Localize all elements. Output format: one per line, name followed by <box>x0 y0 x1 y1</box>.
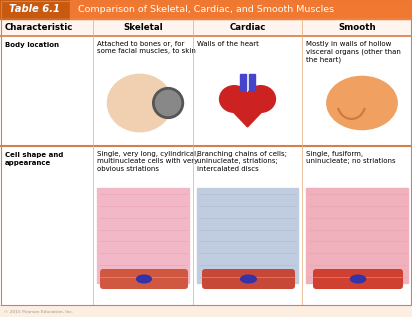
Bar <box>70 0 412 19</box>
Text: Cell shape and
appearance: Cell shape and appearance <box>5 152 63 165</box>
Bar <box>249 74 255 90</box>
Ellipse shape <box>220 86 249 112</box>
FancyBboxPatch shape <box>202 269 295 289</box>
Text: Mostly in walls of hollow
visceral organs (other than
the heart): Mostly in walls of hollow visceral organ… <box>306 41 401 63</box>
Polygon shape <box>221 99 274 127</box>
Bar <box>0 19 412 36</box>
Circle shape <box>153 87 183 119</box>
Text: Branching chains of cells;
uninucleate, striations;
intercalated discs: Branching chains of cells; uninucleate, … <box>197 151 287 172</box>
FancyBboxPatch shape <box>100 269 188 289</box>
Bar <box>97 188 189 283</box>
Bar <box>239 74 246 90</box>
Circle shape <box>155 90 181 116</box>
FancyBboxPatch shape <box>313 269 403 289</box>
Bar <box>0 0 70 19</box>
Ellipse shape <box>108 74 172 132</box>
Text: Smooth: Smooth <box>338 23 376 32</box>
Bar <box>197 188 298 283</box>
Text: Walls of the heart: Walls of the heart <box>197 41 259 47</box>
Text: Single, fusiform,
uninucleate; no striations: Single, fusiform, uninucleate; no striat… <box>306 151 396 165</box>
Text: Body location: Body location <box>5 42 59 48</box>
Bar <box>306 188 408 283</box>
Ellipse shape <box>137 275 151 283</box>
Text: Attached to bones or, for
some facial muscles, to skin: Attached to bones or, for some facial mu… <box>97 41 196 55</box>
Ellipse shape <box>241 275 256 283</box>
Ellipse shape <box>351 275 365 283</box>
Text: © 2015 Pearson Education, Inc.: © 2015 Pearson Education, Inc. <box>4 310 73 314</box>
Text: Skeletal: Skeletal <box>123 23 163 32</box>
Text: Cardiac: Cardiac <box>229 23 266 32</box>
Text: Characteristic: Characteristic <box>5 23 73 32</box>
Text: Table 6.1: Table 6.1 <box>9 4 61 15</box>
Text: Single, very long, cylindrical,
multinucleate cells with very
obvious striations: Single, very long, cylindrical, multinuc… <box>97 151 198 172</box>
Text: Comparison of Skeletal, Cardiac, and Smooth Muscles: Comparison of Skeletal, Cardiac, and Smo… <box>78 5 334 14</box>
Ellipse shape <box>246 86 276 112</box>
Ellipse shape <box>327 76 397 130</box>
